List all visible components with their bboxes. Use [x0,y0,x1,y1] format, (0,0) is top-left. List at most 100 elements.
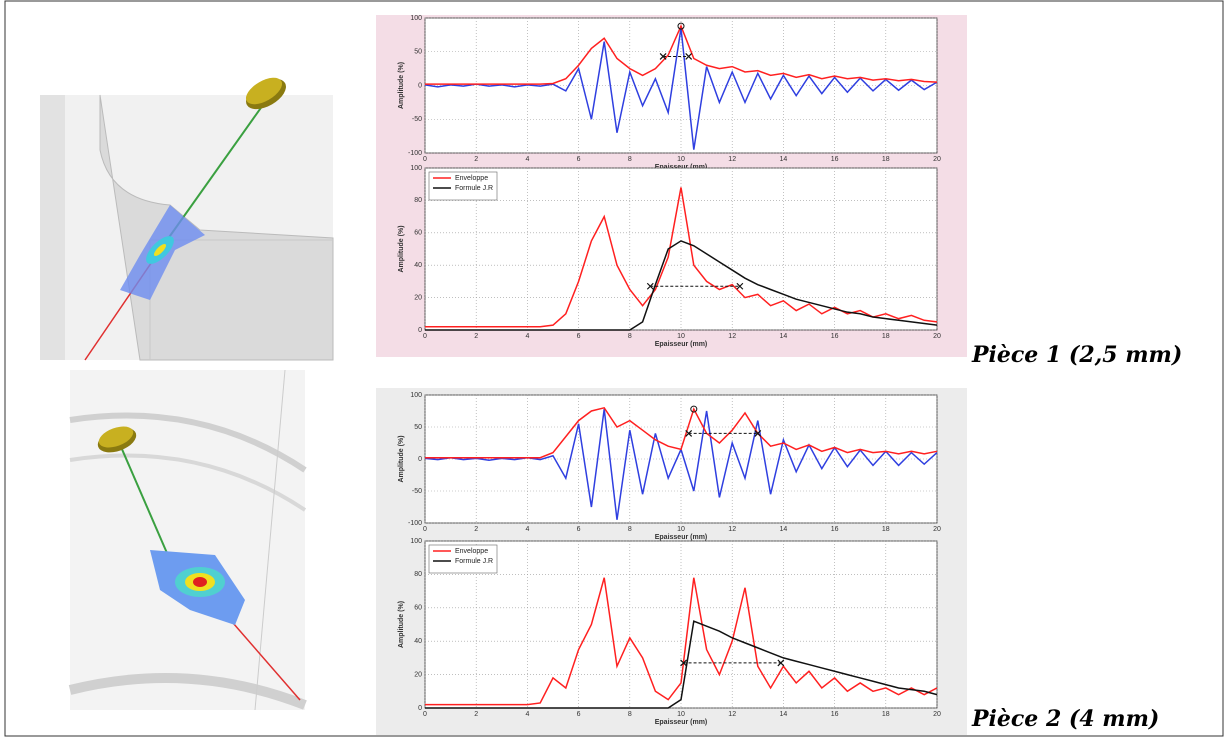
x-tick-label: 2 [474,526,478,533]
x-axis-label: Epaisseur (mm) [655,534,708,541]
x-tick-label: 14 [780,333,788,340]
y-tick-label: 0 [418,705,422,712]
x-tick-label: 14 [780,711,788,718]
marker [685,53,693,60]
y-tick-label: 100 [410,392,422,399]
y-tick-label: -100 [408,150,422,157]
y-axis-label: Amplitude (%) [398,62,405,109]
marker [736,282,744,290]
y-axis-label: Amplitude (%) [398,601,405,648]
y-tick-label: 50 [414,49,422,56]
x-tick-label: 10 [677,526,685,533]
y-tick-label: 0 [418,456,422,463]
x-axis-label: Epaisseur (mm) [655,719,708,726]
x-tick-label: 6 [577,526,581,533]
x-tick-label: 8 [628,156,632,163]
y-tick-label: 100 [410,15,422,22]
x-tick-label: 6 [577,156,581,163]
x-axis-label: Epaisseur (mm) [655,164,708,171]
y-tick-label: 0 [418,82,422,89]
series-line [425,240,938,331]
caption: Pièce 2 (4 mm) [971,706,1159,732]
x-tick-label: 0 [423,156,427,163]
marker [777,659,785,667]
y-tick-label: 20 [414,671,422,678]
series-line [425,577,938,706]
x-tick-label: 2 [474,333,478,340]
legend-label: Formule J.R [455,558,493,565]
x-tick-label: 10 [677,711,685,718]
marker [659,53,667,60]
x-tick-label: 20 [933,156,941,163]
series-line [425,620,938,709]
x-tick-label: 16 [831,526,839,533]
x-tick-label: 16 [831,156,839,163]
peak-marker [690,405,698,413]
y-tick-label: -50 [412,488,422,495]
x-tick-label: 18 [882,156,890,163]
y-axis-label: Amplitude (%) [398,435,405,482]
legend-box [428,171,498,201]
x-tick-label: 16 [831,333,839,340]
legend-box [428,544,498,574]
marker [680,659,687,667]
y-tick-label: 50 [414,424,422,431]
x-tick-label: 16 [831,711,839,718]
x-tick-label: 12 [728,156,736,163]
x-tick-label: 20 [933,526,941,533]
x-tick-label: 18 [882,333,890,340]
legend-label: Formule J.R [455,185,493,192]
x-tick-label: 12 [728,333,736,340]
x-tick-label: 6 [577,711,581,718]
x-tick-label: 0 [423,711,427,718]
y-tick-label: 60 [414,230,422,237]
y-tick-label: -100 [408,520,422,527]
peak-marker [677,22,685,30]
x-tick-label: 10 [677,156,685,163]
y-tick-label: 20 [414,294,422,301]
3d-view-1 [40,77,334,361]
x-tick-label: 14 [780,156,788,163]
y-tick-label: 100 [410,165,422,172]
3d-view-2 [68,369,307,711]
y-tick-label: -50 [412,116,422,123]
y-tick-label: 100 [410,538,422,545]
x-tick-label: 12 [728,526,736,533]
x-tick-label: 8 [628,526,632,533]
x-tick-label: 0 [423,333,427,340]
series-line [425,406,938,459]
y-tick-label: 0 [418,327,422,334]
y-tick-label: 40 [414,638,422,645]
legend-label: Enveloppe [455,548,488,555]
y-tick-label: 60 [414,605,422,612]
marker [754,429,762,437]
x-tick-label: 4 [525,156,529,163]
legend-label: Enveloppe [455,175,488,182]
y-tick-label: 40 [414,262,422,269]
x-tick-label: 12 [728,711,736,718]
x-tick-label: 2 [474,156,478,163]
y-tick-label: 80 [414,571,422,578]
x-tick-label: 4 [525,526,529,533]
x-tick-label: 20 [933,333,941,340]
x-tick-label: 20 [933,711,941,718]
x-axis-label: Epaisseur (mm) [655,341,708,348]
x-tick-label: 8 [628,333,632,340]
y-tick-label: 80 [414,197,422,204]
x-tick-label: 14 [780,526,788,533]
y-axis-label: Amplitude (%) [398,225,405,272]
x-tick-label: 4 [525,333,529,340]
series-line [425,24,938,85]
x-tick-label: 6 [577,333,581,340]
x-tick-label: 2 [474,711,478,718]
x-tick-label: 18 [882,711,890,718]
caption: Pièce 1 (2,5 mm) [971,342,1182,368]
marker [685,429,693,437]
x-tick-label: 4 [525,711,529,718]
x-tick-label: 10 [677,333,685,340]
x-tick-label: 0 [423,526,427,533]
x-tick-label: 8 [628,711,632,718]
marker [646,282,654,290]
